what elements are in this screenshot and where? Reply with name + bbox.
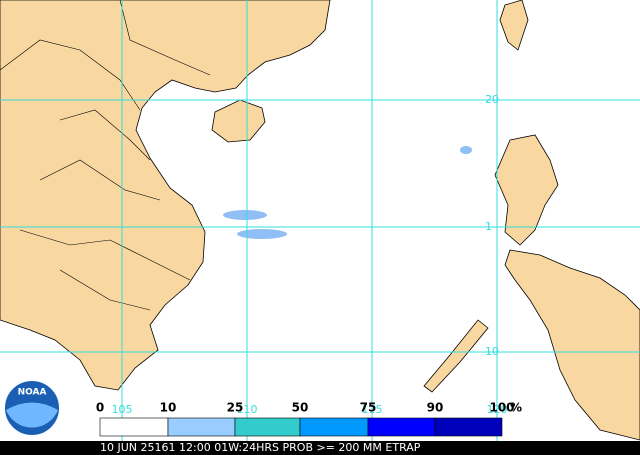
legend-label: 100 [489,401,514,415]
rain-area [237,229,287,239]
legend-swatch [299,417,369,437]
latitude-label: 10 [485,345,499,358]
rain-area [460,146,472,154]
legend-label: 50 [292,401,309,415]
footer-bar [0,441,640,455]
logo: NOAA [3,379,61,437]
latitude-label: 20 [485,93,499,106]
logo-text: NOAA [18,388,47,398]
legend-swatch [367,417,436,437]
legend-unit: % [510,401,522,415]
rain-area [223,210,267,220]
legend-label: 25 [227,401,244,415]
legend-swatch [99,417,169,437]
legend-swatch [167,417,236,437]
legend-label: 75 [360,401,377,415]
longitude-label: 120 [487,403,508,416]
legend-label: 90 [427,401,444,415]
longitude-label: 115 [362,403,383,416]
legend-swatch [434,417,503,437]
hainan [211,99,266,143]
palawan [423,319,489,393]
legend: 0 10 25 50 75 90 100% [96,401,522,437]
latitude-label: 1 [485,220,492,233]
longitude-label: 110 [237,403,258,416]
legend-swatch [234,417,301,437]
mainland [0,0,331,391]
taiwan [499,0,529,51]
borders [0,0,211,311]
footer: 10 JUN 25161 12:00 01W:24HRS PROB >= 200… [100,441,421,454]
longitude-label: 105 [112,403,133,416]
visayas-mindanao [504,249,640,441]
legend-label: 10 [160,401,177,415]
luzon [494,134,559,246]
legend-label: 0 [96,401,104,415]
